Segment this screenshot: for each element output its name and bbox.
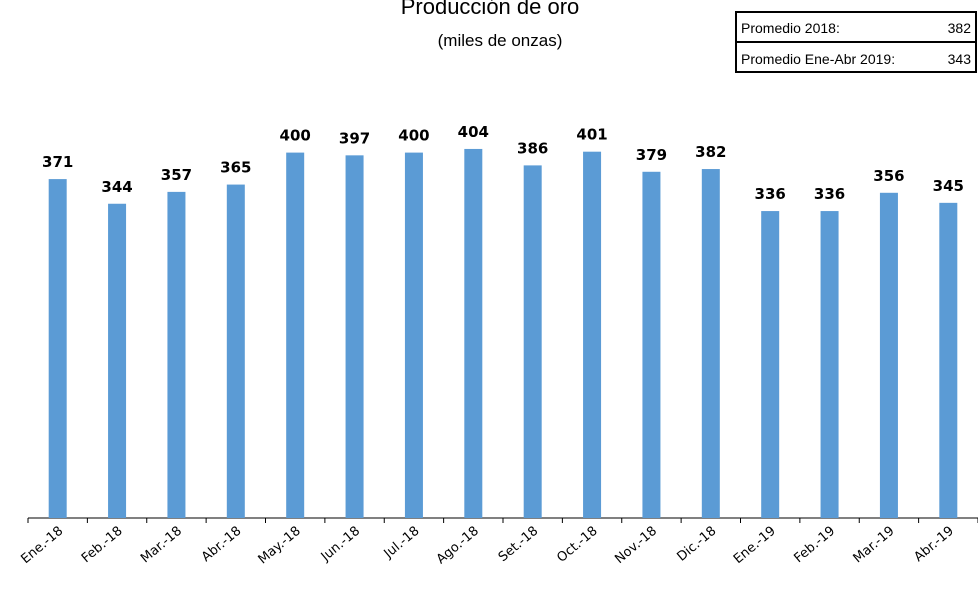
x-tick-label: Feb.-19 [791, 524, 838, 567]
x-tick-label: Oct.-18 [554, 524, 600, 566]
chart-title: Producción de oro [401, 0, 580, 19]
data-label: 357 [161, 166, 192, 184]
bar [286, 152, 305, 518]
data-label: 379 [636, 146, 667, 164]
averages-box: Promedio 2018: 382 Promedio Ene-Abr 2019… [735, 11, 977, 73]
plot-area: 371 Ene.-18 344 Feb.-18 357 Mar.-18 365 Abr.-18… [18, 123, 978, 568]
data-label: 371 [42, 153, 73, 171]
bar [167, 191, 186, 518]
data-label: 345 [933, 177, 964, 195]
x-tick-label: Mar.-19 [851, 524, 898, 567]
data-label: 344 [101, 178, 132, 196]
x-tick-label: May.-18 [256, 524, 304, 568]
x-tick-label: Abr.-18 [199, 524, 244, 565]
bar [820, 211, 839, 518]
bar [226, 184, 245, 518]
average-2019-value: 343 [948, 51, 972, 67]
data-label: 397 [339, 129, 370, 147]
x-tick-label: Jul.-18 [381, 524, 423, 563]
x-tick-label: Mar.-18 [138, 524, 185, 567]
x-tick-label: Dic.-18 [674, 524, 719, 565]
data-label: 404 [458, 123, 489, 141]
x-tick-label: Abr.-19 [911, 524, 956, 565]
x-tick-label: Ago.-18 [434, 524, 482, 568]
x-tick-label: Ene.-18 [18, 524, 66, 568]
data-label: 336 [755, 185, 786, 203]
data-label: 356 [873, 167, 904, 185]
average-2018-value: 382 [948, 20, 972, 36]
x-tick-label: Jun.-18 [318, 524, 363, 566]
x-tick-label: Feb.-18 [79, 524, 126, 567]
data-label: 382 [695, 143, 726, 161]
average-2018-label: Promedio 2018: [741, 20, 840, 36]
bar [404, 152, 423, 518]
bar [48, 179, 67, 519]
bar [583, 151, 602, 518]
bar [701, 169, 720, 518]
data-label: 400 [398, 127, 429, 145]
chart-subtitle: (miles de onzas) [438, 31, 563, 50]
data-label: 365 [220, 159, 251, 177]
average-2019-label: Promedio Ene-Abr 2019: [741, 51, 895, 67]
bar [345, 155, 364, 518]
x-tick-label: Nov.-18 [612, 524, 660, 567]
bar [879, 192, 898, 518]
data-label: 386 [517, 139, 548, 157]
bar [108, 203, 127, 519]
x-tick-label: Set.-18 [496, 524, 541, 566]
bar [464, 148, 483, 519]
bar [642, 171, 661, 518]
bar [523, 165, 542, 518]
data-label: 401 [576, 126, 607, 144]
bar [761, 211, 780, 518]
bar [939, 202, 958, 518]
data-label: 400 [280, 127, 311, 145]
x-tick-label: Ene.-19 [731, 524, 779, 568]
data-label: 336 [814, 185, 845, 203]
